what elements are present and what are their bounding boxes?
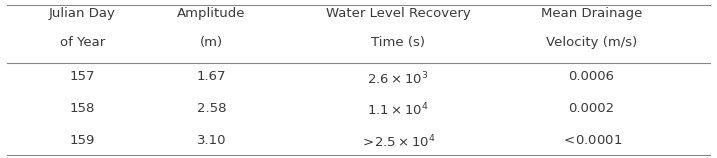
Text: Amplitude: Amplitude xyxy=(177,7,246,20)
Text: 159: 159 xyxy=(70,134,95,146)
Text: 2.58: 2.58 xyxy=(196,102,227,115)
Text: Water Level Recovery: Water Level Recovery xyxy=(326,7,470,20)
Text: $1.1 \times 10^{4}$: $1.1 \times 10^{4}$ xyxy=(367,102,429,118)
Text: 0.0006: 0.0006 xyxy=(569,70,614,83)
Text: Time (s): Time (s) xyxy=(371,36,425,49)
Text: 0.0002: 0.0002 xyxy=(569,102,614,115)
Text: $2.6 \times 10^{3}$: $2.6 \times 10^{3}$ xyxy=(367,70,429,87)
Text: $>\!2.5 \times 10^{4}$: $>\!2.5 \times 10^{4}$ xyxy=(360,134,436,150)
Text: 3.10: 3.10 xyxy=(196,134,227,146)
Text: (m): (m) xyxy=(200,36,223,49)
Text: Velocity (m/s): Velocity (m/s) xyxy=(546,36,637,49)
Text: Julian Day: Julian Day xyxy=(49,7,116,20)
Text: 1.67: 1.67 xyxy=(196,70,227,83)
Text: 157: 157 xyxy=(70,70,95,83)
Text: Mean Drainage: Mean Drainage xyxy=(541,7,642,20)
Text: $<\!0.0001$: $<\!0.0001$ xyxy=(561,134,622,146)
Text: of Year: of Year xyxy=(60,36,105,49)
Text: 158: 158 xyxy=(70,102,95,115)
